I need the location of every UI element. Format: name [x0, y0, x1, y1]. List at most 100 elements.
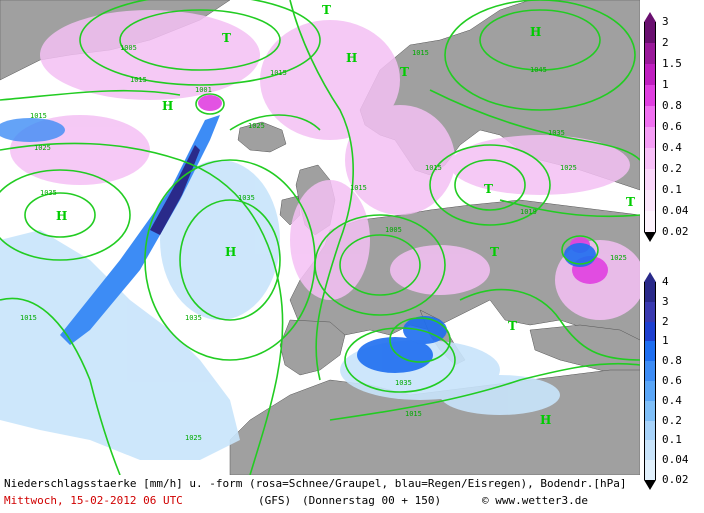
svg-text:1015: 1015 — [412, 49, 429, 57]
legend_snow-swatch — [644, 64, 656, 85]
svg-text:1025: 1025 — [610, 254, 627, 262]
legend_snow-label: 0.8 — [662, 99, 682, 112]
svg-text:1035: 1035 — [548, 129, 565, 137]
svg-text:1015: 1015 — [270, 69, 287, 77]
legend_snow-label: 2 — [662, 36, 669, 49]
svg-text:1005: 1005 — [120, 44, 137, 52]
legend_snow-label: 0.1 — [662, 183, 682, 196]
legend_rain-swatch — [644, 301, 656, 322]
legend_rain-swatch — [644, 321, 656, 342]
legend_rain-label: 0.8 — [662, 354, 682, 368]
legend_rain-bottom-arrow — [644, 480, 656, 490]
svg-text:T: T — [400, 65, 409, 79]
pressure-centers: H H H H H H T T T T T T T — [56, 3, 635, 427]
svg-text:H: H — [346, 51, 357, 65]
svg-text:H: H — [56, 209, 67, 223]
legend_snow-bottom-arrow — [644, 232, 656, 242]
legend_rain-label: 4 — [662, 275, 669, 288]
svg-text:1015: 1015 — [350, 184, 367, 192]
legend_snow-swatch — [644, 127, 656, 148]
legend_rain-label: 0.2 — [662, 413, 682, 427]
svg-text:T: T — [508, 319, 517, 333]
svg-text:1015: 1015 — [405, 410, 422, 418]
legend_rain-swatch — [644, 460, 656, 480]
svg-text:H: H — [530, 25, 541, 39]
svg-text:1015: 1015 — [130, 76, 147, 84]
svg-text:1035: 1035 — [185, 314, 202, 322]
legend_snow-swatch — [644, 106, 656, 127]
legend_rain-label: 3 — [662, 294, 669, 308]
svg-text:1045: 1045 — [530, 66, 547, 74]
svg-text:1025: 1025 — [34, 144, 51, 152]
legend_snow-swatch — [644, 85, 656, 106]
iceland-rain — [0, 118, 65, 142]
rain-legend: 4 3 2 1 0.8 0.6 0.4 0.2 0.1 0.04 0.02 — [642, 272, 702, 490]
legend_rain-label: 0.04 — [662, 453, 689, 467]
legend_rain-label: 1 — [662, 334, 669, 348]
snow-legend: 3 2 1.5 1 0.8 0.6 0.4 0.2 0.1 0.04 0.02 — [642, 12, 702, 242]
legend_rain-label: 0.1 — [662, 433, 682, 447]
svg-text:1015: 1015 — [30, 112, 47, 120]
legend_rain-top-arrow — [644, 272, 656, 282]
legend_rain-label: 0.6 — [662, 374, 682, 387]
legend_snow-label: 3 — [662, 15, 669, 28]
legend_snow-swatch — [644, 22, 656, 43]
map-caption: Niederschlagsstaerke [mm/h] u. -form (ro… — [4, 477, 627, 490]
svg-text:T: T — [626, 195, 635, 209]
legend_rain-swatch — [644, 420, 656, 441]
legend_snow-label: 0.6 — [662, 120, 682, 133]
legend_rain-swatch — [644, 361, 656, 381]
snow-areas — [10, 10, 640, 320]
svg-text:T: T — [222, 31, 231, 45]
isobar-labels: 1035 1015 1025 1035 1015 1025 1035 1005 … — [20, 44, 627, 442]
svg-text:1019: 1019 — [520, 208, 537, 216]
legend_rain-label: 0.02 — [662, 473, 689, 486]
legend_snow-label: 0.04 — [662, 204, 689, 217]
copyright-link[interactable]: © www.wetter3.de — [482, 494, 588, 507]
legend_snow-swatch — [644, 148, 656, 169]
legend_snow-label: 0.2 — [662, 162, 682, 175]
footer: Niederschlagsstaerke [mm/h] u. -form (ro… — [0, 476, 640, 513]
svg-text:H: H — [162, 99, 173, 113]
weather-map: 1035 1015 1025 1035 1015 1025 1035 1005 … — [0, 0, 640, 475]
legend_snow-swatch — [644, 190, 656, 211]
legend_rain-swatch — [644, 282, 656, 302]
front-rain — [60, 115, 220, 345]
svg-text:1001: 1001 — [195, 86, 212, 94]
legend_snow-top-arrow — [644, 12, 656, 22]
legend_snow-label: 0.4 — [662, 141, 682, 154]
svg-text:T: T — [490, 245, 499, 259]
svg-text:1015: 1015 — [20, 314, 37, 322]
svg-text:1025: 1025 — [560, 164, 577, 172]
svg-text:T: T — [484, 182, 493, 196]
legend_rain-label: 0.4 — [662, 393, 682, 407]
svg-text:T: T — [322, 3, 331, 17]
legend_snow-label: 0.02 — [662, 225, 689, 238]
svg-text:1005: 1005 — [385, 226, 402, 234]
svg-text:1015: 1015 — [425, 164, 442, 172]
front-rain-core — [150, 145, 200, 235]
svg-text:1025: 1025 — [185, 434, 202, 442]
model-name: (GFS) — [258, 494, 292, 507]
svg-text:1035: 1035 — [395, 379, 412, 387]
legend_snow-swatch — [644, 169, 656, 190]
legend_snow-swatch — [644, 43, 656, 64]
legend_snow-label: 1.5 — [662, 57, 682, 70]
isobars — [0, 0, 640, 475]
legend_rain-swatch — [644, 341, 656, 362]
med-rain — [357, 243, 596, 373]
svg-text:1035: 1035 — [40, 189, 57, 197]
svg-text:1035: 1035 — [238, 194, 255, 202]
legend_rain-swatch — [644, 400, 656, 421]
legend_rain-label: 2 — [662, 314, 669, 328]
rain-areas — [0, 160, 560, 460]
legend_rain-swatch — [644, 440, 656, 461]
legend_snow-swatch — [644, 211, 656, 232]
svg-text:H: H — [540, 413, 551, 427]
lead-time: (Donnerstag 00 + 150) — [302, 494, 442, 507]
valid-date: Mittwoch, 15-02-2012 06 UTC — [4, 494, 183, 507]
legend_snow-label: 1 — [662, 78, 669, 91]
svg-text:1025: 1025 — [248, 122, 265, 130]
legend_rain-swatch — [644, 381, 656, 401]
svg-text:H: H — [225, 245, 236, 259]
